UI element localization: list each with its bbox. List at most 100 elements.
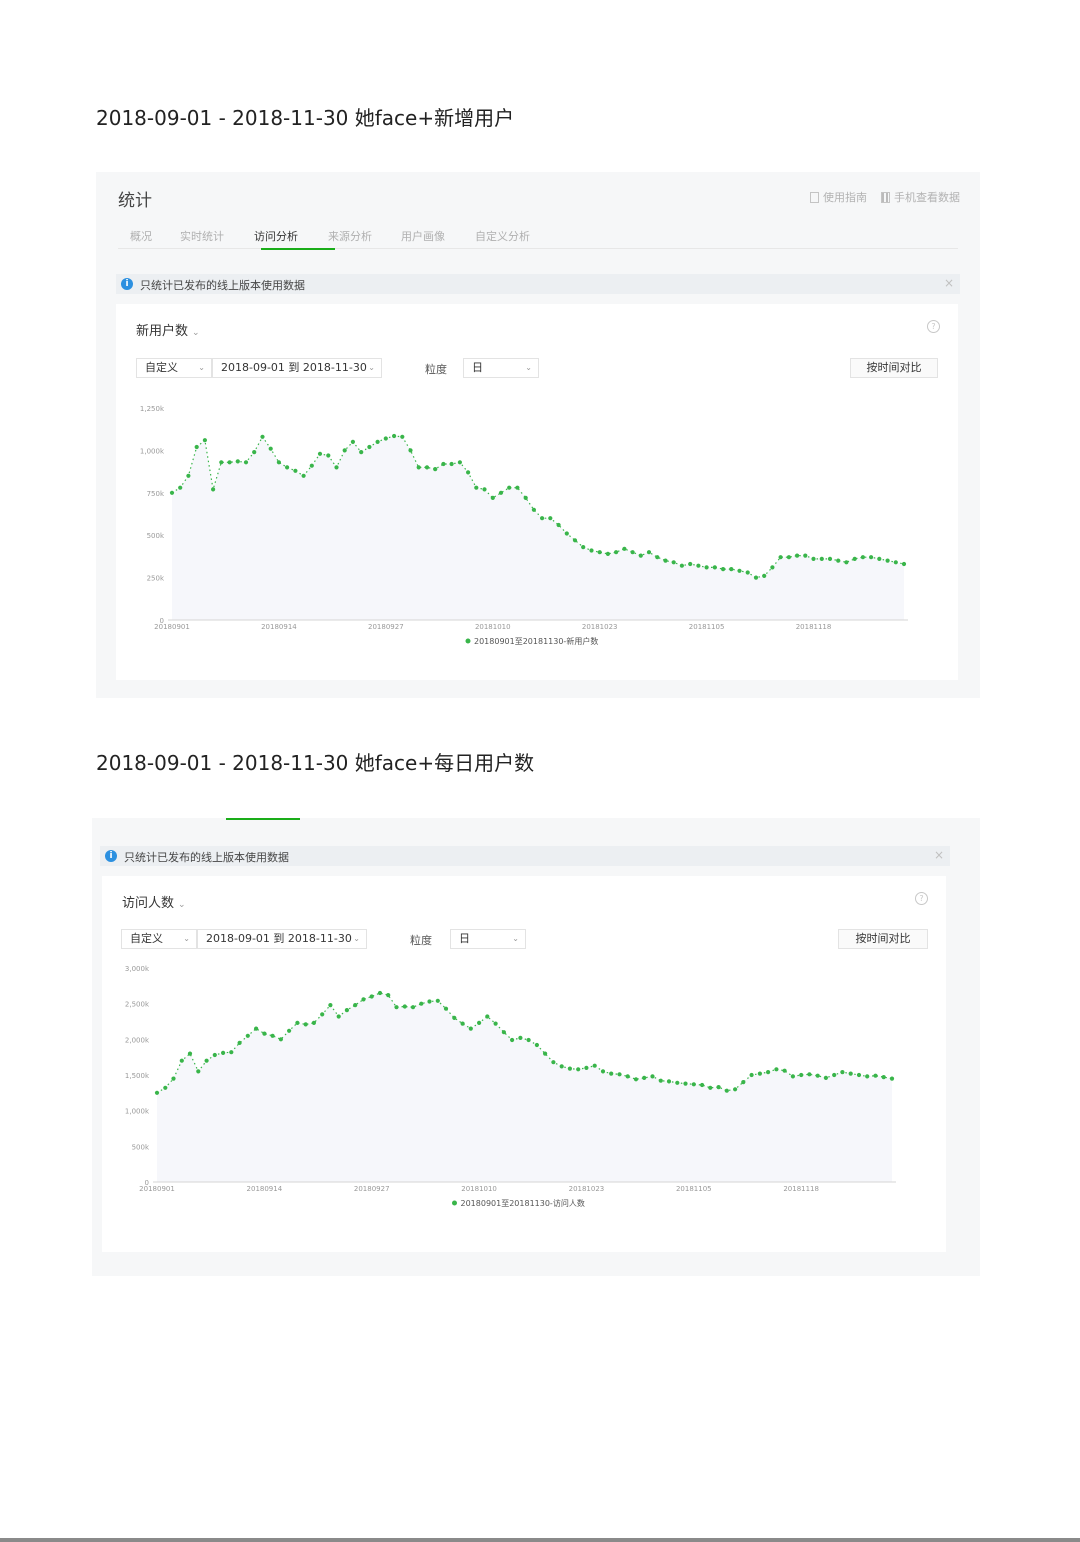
data-point bbox=[869, 555, 874, 560]
data-point bbox=[836, 558, 841, 563]
date-range-picker[interactable]: 2018-09-01 到 2018-11-30 ⌄ bbox=[212, 358, 382, 378]
data-point bbox=[460, 1021, 465, 1026]
tab-custom-analysis[interactable]: 自定义分析 bbox=[475, 230, 530, 243]
range-type-select[interactable]: 自定义 ⌄ bbox=[136, 358, 212, 378]
data-point bbox=[700, 1082, 705, 1088]
tab-realtime[interactable]: 实时统计 bbox=[180, 230, 224, 243]
data-point bbox=[633, 1077, 639, 1082]
guide-link[interactable]: 使用指南 bbox=[810, 189, 867, 205]
granularity-value: 日 bbox=[472, 361, 483, 374]
data-point bbox=[179, 1058, 184, 1063]
data-point bbox=[386, 993, 391, 998]
data-point bbox=[589, 548, 594, 553]
chevron-down-icon: ⌄ bbox=[183, 934, 190, 943]
x-tick-label: 20180927 bbox=[368, 623, 404, 631]
data-point bbox=[369, 994, 374, 999]
data-point bbox=[410, 1005, 416, 1010]
close-icon[interactable]: × bbox=[933, 848, 944, 862]
data-point bbox=[770, 565, 775, 570]
data-point bbox=[745, 570, 750, 575]
x-tick-label: 20181010 bbox=[461, 1185, 497, 1193]
data-point bbox=[377, 990, 383, 996]
data-point bbox=[704, 565, 709, 570]
x-tick-label: 20181023 bbox=[582, 623, 618, 631]
tab-source-analysis[interactable]: 来源分析 bbox=[328, 230, 372, 243]
data-point bbox=[449, 461, 454, 467]
help-icon[interactable]: ? bbox=[927, 320, 940, 333]
data-point bbox=[584, 1065, 589, 1070]
data-point bbox=[416, 465, 421, 470]
granularity-select[interactable]: 日 ⌄ bbox=[450, 929, 526, 949]
data-point bbox=[252, 450, 257, 455]
granularity-select[interactable]: 日 ⌄ bbox=[463, 358, 539, 378]
data-point bbox=[435, 998, 440, 1003]
data-point bbox=[278, 1037, 283, 1042]
data-point bbox=[567, 1066, 572, 1071]
data-point bbox=[523, 495, 528, 500]
data-point bbox=[721, 567, 726, 572]
data-point bbox=[212, 1052, 217, 1058]
active-tab-indicator bbox=[226, 818, 300, 820]
tab-user-portrait[interactable]: 用户画像 bbox=[401, 230, 445, 243]
data-point bbox=[237, 1040, 242, 1045]
x-tick-label: 20181023 bbox=[569, 1185, 605, 1193]
data-point bbox=[427, 999, 432, 1004]
data-point bbox=[498, 490, 504, 495]
data-point bbox=[361, 997, 366, 1002]
data-point bbox=[548, 516, 553, 521]
data-point bbox=[309, 463, 314, 468]
metric-selector[interactable]: 新用户数 ⌄ bbox=[136, 320, 200, 339]
data-point bbox=[782, 1068, 787, 1073]
data-point bbox=[901, 561, 907, 567]
guide-link-label: 使用指南 bbox=[823, 191, 867, 204]
data-point bbox=[353, 1003, 358, 1008]
data-point bbox=[729, 567, 734, 572]
data-point bbox=[326, 453, 331, 458]
data-point bbox=[630, 550, 635, 555]
mobile-view-link[interactable]: 手机查看数据 bbox=[881, 189, 960, 205]
data-point bbox=[556, 522, 561, 528]
data-point bbox=[245, 1033, 250, 1038]
x-tick-label: 20181105 bbox=[676, 1185, 712, 1193]
x-tick-label: 20180901 bbox=[154, 623, 190, 631]
chevron-down-icon: ⌄ bbox=[353, 934, 360, 943]
data-point bbox=[815, 1073, 820, 1078]
document-icon bbox=[810, 192, 819, 203]
data-point bbox=[285, 465, 290, 470]
data-point bbox=[683, 1081, 688, 1086]
data-point bbox=[638, 553, 643, 558]
data-point bbox=[295, 1020, 300, 1025]
data-point bbox=[287, 1028, 292, 1033]
granularity-value: 日 bbox=[459, 932, 470, 945]
data-point bbox=[696, 563, 701, 568]
legend-label: 20180901至20181130-新用户数 bbox=[474, 636, 598, 646]
range-type-select[interactable]: 自定义 ⌄ bbox=[121, 929, 197, 949]
data-point bbox=[774, 1067, 779, 1072]
tab-visit-analysis[interactable]: 访问分析 bbox=[254, 230, 298, 243]
data-point bbox=[178, 485, 183, 490]
data-point bbox=[712, 565, 717, 570]
chevron-down-icon: ⌄ bbox=[368, 363, 375, 372]
data-point bbox=[534, 1042, 539, 1048]
help-icon[interactable]: ? bbox=[915, 892, 928, 905]
info-icon: i bbox=[105, 850, 117, 862]
compare-by-time-button[interactable]: 按时间对比 bbox=[850, 358, 938, 378]
data-point bbox=[605, 551, 610, 556]
tab-overview[interactable]: 概况 bbox=[130, 230, 152, 243]
compare-by-time-button[interactable]: 按时间对比 bbox=[838, 929, 928, 949]
notice-text: 只统计已发布的线上版本使用数据 bbox=[124, 851, 289, 864]
date-range-picker[interactable]: 2018-09-01 到 2018-11-30 ⌄ bbox=[197, 929, 367, 949]
data-point bbox=[443, 1006, 449, 1011]
data-point bbox=[625, 1074, 630, 1079]
data-point bbox=[518, 1035, 523, 1040]
data-point bbox=[811, 556, 816, 561]
data-point bbox=[622, 546, 627, 551]
metric-selector[interactable]: 访问人数 ⌄ bbox=[122, 892, 186, 911]
data-point bbox=[254, 1026, 259, 1031]
chevron-down-icon: ⌄ bbox=[525, 363, 532, 372]
data-point bbox=[466, 470, 471, 475]
y-tick-label: 500k bbox=[132, 1143, 150, 1151]
data-point bbox=[202, 438, 207, 443]
close-icon[interactable]: × bbox=[943, 276, 954, 290]
data-point bbox=[510, 1037, 515, 1043]
